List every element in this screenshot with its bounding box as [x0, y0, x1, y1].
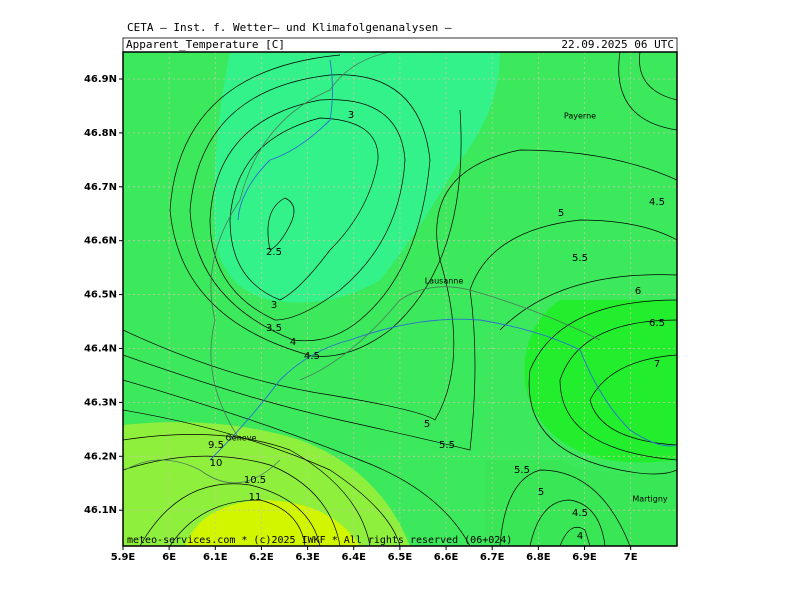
- geography: [124, 52, 677, 484]
- y-tick-label: 46.9N: [84, 74, 117, 85]
- grid: [123, 52, 677, 546]
- contour-label: 4.5: [572, 508, 588, 519]
- x-tick-label: 6.1E: [203, 552, 228, 563]
- x-tick-label: 6.3E: [295, 552, 320, 563]
- contour-label: 5: [538, 487, 544, 498]
- field-hot: [123, 422, 410, 546]
- contour-label: 3.5: [266, 323, 282, 334]
- contours: [123, 52, 677, 546]
- contour-label: 9.5: [208, 440, 224, 451]
- contour-label: 5.5: [439, 440, 455, 451]
- contour-label: 4: [290, 337, 296, 348]
- x-tick-label: 5.9E: [111, 552, 136, 563]
- x-tick-label: 6.8E: [526, 552, 551, 563]
- institute: CETA — Inst. f. Wetter— und Klimafolgena…: [127, 21, 452, 34]
- contour-label: 5.5: [514, 465, 530, 476]
- contour-label: 4.5: [649, 197, 665, 208]
- contour-label: 3: [271, 300, 277, 311]
- field-warm: [524, 300, 677, 463]
- map-title: Apparent_Temperature [C]: [126, 38, 285, 51]
- footer: meteo-services.com * (c)2025 IWKF * All …: [127, 535, 512, 546]
- contour-label: 10.5: [244, 475, 266, 486]
- contour-label: 5: [424, 419, 430, 430]
- contour-label: 10: [210, 458, 223, 469]
- y-tick-label: 46.1N: [84, 505, 117, 516]
- x-tick-label: 6.9E: [572, 552, 597, 563]
- y-tick-label: 46.7N: [84, 182, 117, 193]
- field-cool: [214, 52, 500, 303]
- city-label: Martigny: [632, 495, 668, 504]
- contour-label: 5: [558, 208, 564, 219]
- y-tick-label: 46.4N: [84, 344, 117, 355]
- contour-label: 5.5: [572, 253, 588, 264]
- map-date: 22.09.2025 06 UTC: [561, 38, 674, 51]
- contour-label: 3: [348, 110, 354, 121]
- contour-label: 6: [635, 286, 641, 297]
- x-tick-label: 7E: [624, 552, 638, 563]
- contour-label: 11: [249, 492, 262, 503]
- city-label: Payerne: [564, 112, 596, 121]
- x-tick-label: 6.4E: [341, 552, 366, 563]
- contour-label: 4: [577, 531, 583, 542]
- field: [123, 52, 677, 546]
- y-tick-label: 46.6N: [84, 236, 117, 247]
- y-tick-label: 46.8N: [84, 128, 117, 139]
- y-tick-label: 46.5N: [84, 290, 117, 301]
- contour-label: 2.5: [266, 247, 282, 258]
- contour-label: 7: [654, 359, 660, 370]
- x-tick-label: 6.5E: [388, 552, 413, 563]
- x-tick-label: 6.7E: [480, 552, 505, 563]
- city-label: Geneve: [226, 434, 257, 443]
- contour-label: 4.5: [304, 351, 320, 362]
- city-label: Lausanne: [425, 277, 464, 286]
- y-tick-label: 46.3N: [84, 397, 117, 408]
- x-tick-label: 6.2E: [249, 552, 274, 563]
- y-tick-label: 46.2N: [84, 451, 117, 462]
- x-tick-label: 6.6E: [434, 552, 459, 563]
- x-tick-label: 6E: [162, 552, 176, 563]
- field-valley: [485, 460, 677, 546]
- contour-label: 6.5: [649, 318, 665, 329]
